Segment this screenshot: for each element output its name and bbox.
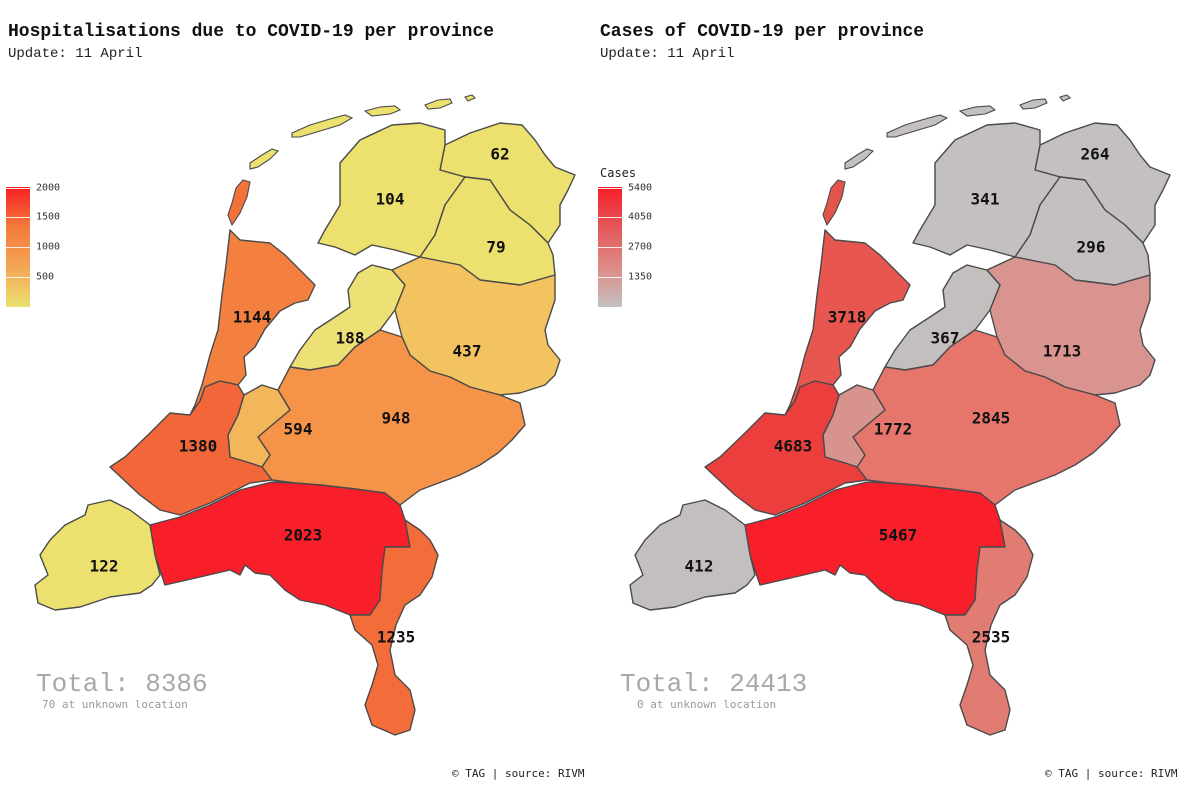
province-limburg bbox=[349, 519, 439, 736]
wadden-island-texel bbox=[227, 179, 251, 227]
province-zeeland bbox=[34, 499, 161, 611]
cases-title: Cases of COVID-19 per province bbox=[600, 22, 925, 42]
wadden-island-schiermonnikoog bbox=[1019, 98, 1048, 110]
wadden-island-rottumeroog bbox=[464, 94, 476, 102]
legend-tick-mark bbox=[598, 247, 622, 248]
label-flevoland: 367 bbox=[931, 329, 960, 348]
province-overijssel bbox=[986, 256, 1156, 396]
legend-tick-label: 500 bbox=[36, 271, 55, 283]
label-zuidholland: 1380 bbox=[179, 437, 218, 456]
legend-tick-label: 2000 bbox=[36, 182, 61, 194]
label-drenthe: 296 bbox=[1077, 238, 1106, 257]
label-zuidholland: 4683 bbox=[774, 437, 813, 456]
province-zuidholland bbox=[109, 380, 273, 516]
label-gelderland: 948 bbox=[382, 409, 411, 428]
legend-tick-mark bbox=[598, 277, 622, 278]
legend-tick-label: 2700 bbox=[628, 241, 653, 253]
wadden-island-texel bbox=[822, 179, 846, 227]
cases-panel: Cases of COVID-19 per province Update: 1… bbox=[595, 0, 1190, 800]
legend-tick-mark bbox=[6, 217, 30, 218]
label-noordbrabant: 5467 bbox=[879, 526, 918, 545]
cases-legend: Cases 5400 4050 2700 1350 bbox=[598, 160, 688, 320]
cases-credit: © TAG | source: RIVM bbox=[1045, 767, 1178, 780]
wadden-island-terschelling bbox=[886, 114, 949, 138]
label-noordholland: 1144 bbox=[233, 308, 272, 327]
wadden-island-vlieland bbox=[249, 148, 280, 170]
label-groningen: 62 bbox=[490, 145, 509, 164]
province-limburg bbox=[944, 519, 1034, 736]
label-flevoland: 188 bbox=[336, 329, 365, 348]
label-utrecht: 1772 bbox=[874, 420, 913, 439]
cases-total: Total: 24413 bbox=[620, 669, 808, 699]
legend-tick-mark bbox=[598, 188, 622, 189]
legend-tick-mark bbox=[6, 247, 30, 248]
label-zeeland: 122 bbox=[90, 557, 119, 576]
province-noordholland bbox=[784, 229, 911, 416]
cases-update-date: Update: 11 April bbox=[600, 46, 735, 62]
province-zuidholland bbox=[704, 380, 868, 516]
wadden-island-ameland bbox=[363, 105, 402, 117]
hospitalisations-credit: © TAG | source: RIVM bbox=[452, 767, 585, 780]
wadden-island-vlieland bbox=[844, 148, 875, 170]
hospitalisations-update-date: Update: 11 April bbox=[8, 46, 143, 62]
label-groningen: 264 bbox=[1081, 145, 1110, 164]
legend-tick-label: 1350 bbox=[628, 271, 653, 283]
hospitalisations-map: 62 104 79 188 437 1144 948 594 1380 2023… bbox=[34, 94, 576, 736]
legend-tick-label: 1000 bbox=[36, 241, 61, 253]
label-noordbrabant: 2023 bbox=[284, 526, 323, 545]
legend-tick-label: 5400 bbox=[628, 182, 653, 194]
legend-tick-label: 4050 bbox=[628, 211, 653, 223]
label-zeeland: 412 bbox=[685, 557, 714, 576]
legend-title: Cases bbox=[600, 166, 637, 180]
wadden-island-terschelling bbox=[291, 114, 354, 138]
label-friesland: 104 bbox=[376, 190, 405, 209]
wadden-island-rottumeroog bbox=[1059, 94, 1071, 102]
label-gelderland: 2845 bbox=[972, 409, 1011, 428]
label-limburg: 1235 bbox=[377, 628, 416, 647]
label-overijssel: 437 bbox=[453, 342, 482, 361]
province-overijssel bbox=[391, 256, 561, 396]
legend-tick-label: 1500 bbox=[36, 211, 61, 223]
legend-tick-mark bbox=[6, 188, 30, 189]
label-friesland: 341 bbox=[971, 190, 1000, 209]
province-zeeland bbox=[629, 499, 756, 611]
hospitalisations-title: Hospitalisations due to COVID-19 per pro… bbox=[8, 22, 495, 42]
label-noordholland: 3718 bbox=[828, 308, 867, 327]
label-utrecht: 594 bbox=[284, 420, 313, 439]
hospitalisations-legend: 2000 1500 1000 500 bbox=[6, 160, 96, 320]
hospitalisations-panel: Hospitalisations due to COVID-19 per pro… bbox=[0, 0, 595, 800]
legend-tick-mark bbox=[598, 217, 622, 218]
hospitalisations-unknown-location: 70 at unknown location bbox=[42, 698, 188, 711]
label-overijssel: 1713 bbox=[1043, 342, 1082, 361]
cases-unknown-location: 0 at unknown location bbox=[637, 698, 777, 711]
province-noordholland bbox=[189, 229, 316, 416]
legend-tick-mark bbox=[6, 277, 30, 278]
label-drenthe: 79 bbox=[486, 238, 505, 257]
hospitalisations-total: Total: 8386 bbox=[36, 669, 208, 699]
wadden-island-ameland bbox=[958, 105, 997, 117]
cases-map: 264 341 296 367 1713 3718 2845 1772 4683… bbox=[629, 94, 1171, 736]
label-limburg: 2535 bbox=[972, 628, 1011, 647]
wadden-island-schiermonnikoog bbox=[424, 98, 453, 110]
